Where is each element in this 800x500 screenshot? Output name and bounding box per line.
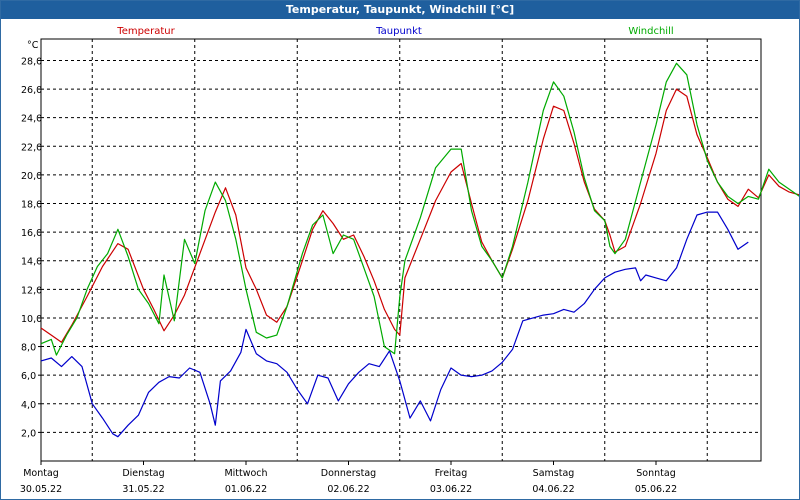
legend-taupunkt: Taupunkt bbox=[375, 26, 422, 37]
series-line-windchill bbox=[40, 62, 799, 356]
chart-title: Temperatur, Taupunkt, Windchill [°C] bbox=[1, 1, 799, 19]
y-tick-label: 24,0 bbox=[21, 114, 42, 125]
x-tick-date: 05.06.22 bbox=[635, 484, 677, 495]
y-tick-label: 14,0 bbox=[21, 257, 42, 268]
series-line-temperatur bbox=[40, 88, 799, 343]
plot-area bbox=[40, 38, 762, 462]
y-tick-label: 4,0 bbox=[21, 400, 36, 411]
x-tick-day: Freitag bbox=[435, 468, 468, 479]
x-tick-date: 03.06.22 bbox=[430, 484, 472, 495]
y-tick-label: 2,0 bbox=[21, 428, 36, 439]
y-axis-unit: °C bbox=[27, 40, 39, 51]
x-tick-day: Montag bbox=[23, 468, 59, 479]
legend-windchill: Windchill bbox=[628, 26, 673, 37]
x-tick-day: Dienstag bbox=[122, 468, 164, 479]
y-tick-label: 22,0 bbox=[21, 142, 42, 153]
y-tick-label: 6,0 bbox=[21, 371, 36, 382]
x-tick-day: Mittwoch bbox=[224, 468, 267, 479]
y-tick-label: 12,0 bbox=[21, 285, 42, 296]
y-tick-label: 16,0 bbox=[21, 228, 42, 239]
x-tick-day: Sonntag bbox=[636, 468, 675, 479]
x-tick-date: 30.05.22 bbox=[20, 484, 62, 495]
y-tick-label: 8,0 bbox=[21, 343, 36, 354]
legend-temperatur: Temperatur bbox=[116, 26, 175, 37]
x-tick-date: 01.06.22 bbox=[225, 484, 267, 495]
y-tick-label: 26,0 bbox=[21, 85, 42, 96]
x-tick-day: Samstag bbox=[533, 468, 575, 479]
y-tick-label: 20,0 bbox=[21, 171, 42, 182]
series-line-taupunkt bbox=[40, 211, 749, 438]
y-tick-label: 18,0 bbox=[21, 200, 42, 211]
x-tick-day: Donnerstag bbox=[321, 468, 376, 479]
x-tick-date: 04.06.22 bbox=[532, 484, 574, 495]
x-tick-date: 31.05.22 bbox=[122, 484, 164, 495]
y-tick-label: 28,0 bbox=[21, 56, 42, 67]
x-tick-date: 02.06.22 bbox=[327, 484, 369, 495]
y-tick-label: 10,0 bbox=[21, 314, 42, 325]
